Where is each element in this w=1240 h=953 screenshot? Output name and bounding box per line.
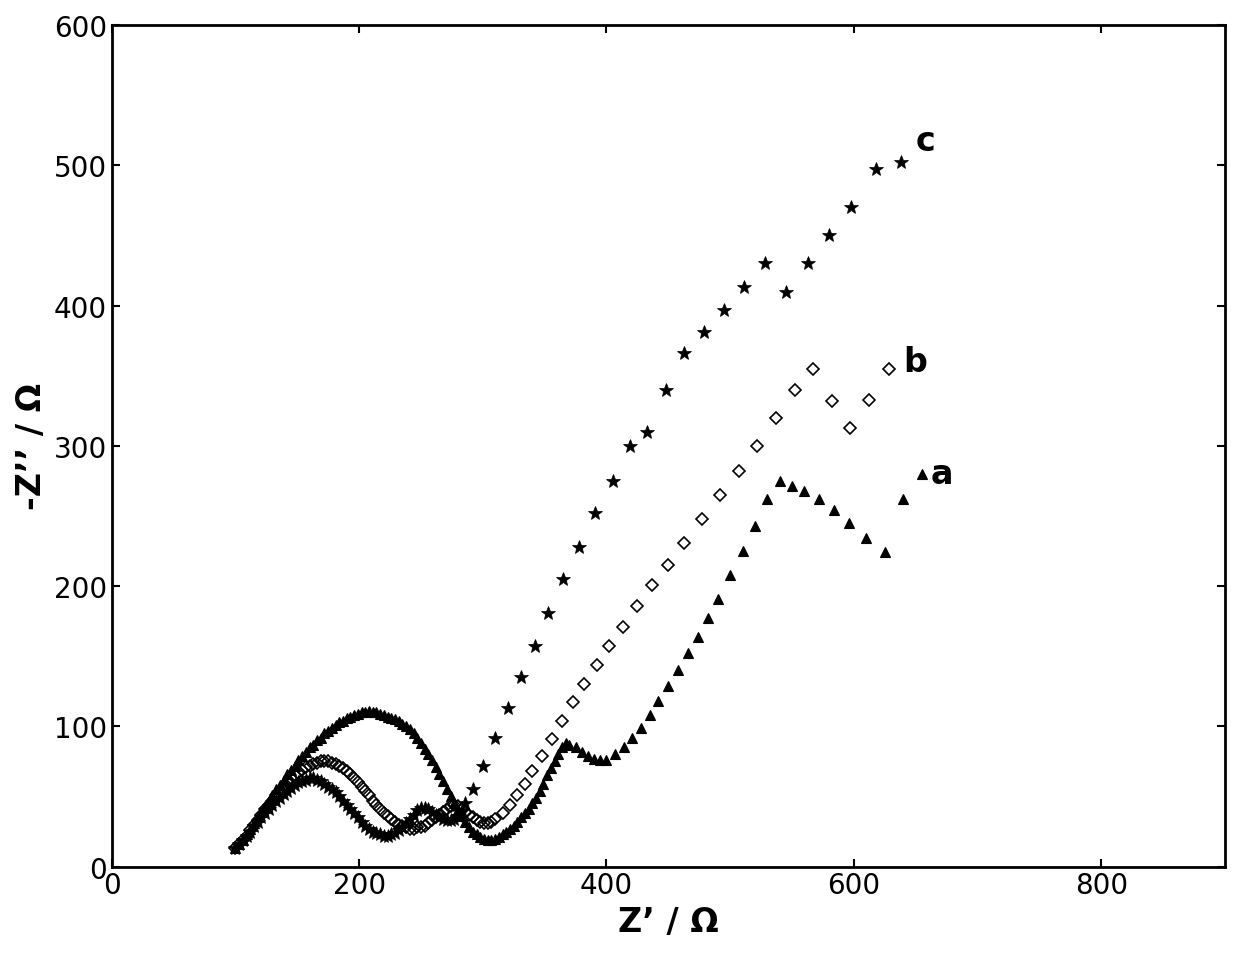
Text: a: a <box>930 457 954 491</box>
Text: b: b <box>904 346 928 378</box>
Y-axis label: -Z’’ / Ω: -Z’’ / Ω <box>15 383 48 510</box>
X-axis label: Z’ / Ω: Z’ / Ω <box>618 905 719 938</box>
Text: c: c <box>916 125 935 157</box>
